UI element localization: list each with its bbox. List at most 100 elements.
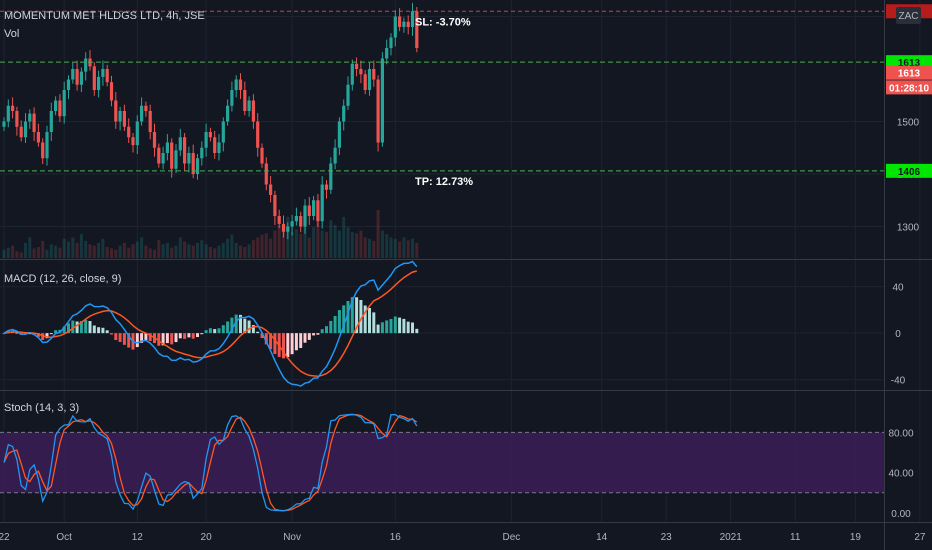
candle-body (320, 184, 324, 222)
volume-bar (118, 245, 122, 258)
candle-body (372, 69, 376, 80)
candle-body (15, 111, 19, 127)
macd-histogram-bar (122, 333, 126, 345)
volume-bar (303, 223, 307, 258)
candle-body (406, 21, 410, 27)
price-tag-bg (886, 65, 932, 80)
volume-bar (230, 234, 234, 258)
macd-histogram-bar (208, 328, 212, 334)
macd-histogram-bar (368, 307, 371, 334)
candle-body (243, 90, 247, 111)
volume-bar (376, 210, 380, 258)
volume-bar (24, 242, 27, 258)
volume-bar (312, 227, 316, 258)
macd-histogram-bar (380, 322, 384, 334)
macd-tick-label: 40 (892, 283, 904, 294)
volume-bar (84, 240, 88, 258)
candle-body (165, 142, 169, 153)
macd-histogram-bar (312, 333, 316, 336)
candle-body (208, 132, 212, 138)
volume-bar (325, 231, 328, 258)
candle-body (75, 69, 79, 85)
macd-histogram-bar (247, 320, 251, 334)
candle-body (230, 90, 234, 106)
candle-body (367, 69, 372, 90)
currency-badge-bg[interactable] (896, 7, 921, 24)
macd-histogram-bar (307, 333, 311, 340)
volume-bar (316, 222, 320, 258)
volume-bar (183, 241, 187, 258)
volume-bar (299, 234, 303, 258)
volume-bar (140, 237, 144, 258)
main-pane-title: MOMENTUM MET HLDGS LTD, 4h, JSE (4, 10, 205, 22)
candle-body (333, 147, 337, 164)
candle-body (135, 121, 139, 146)
candle-body (36, 132, 40, 143)
macd-pane[interactable] (2, 260, 419, 387)
candle-body (54, 100, 58, 111)
macd-histogram-bar (363, 305, 367, 334)
candle-body (200, 147, 204, 159)
volume-bar (41, 240, 45, 258)
macd-histogram-bar (411, 322, 414, 334)
candle-body (350, 63, 354, 85)
candle-body (101, 69, 105, 77)
candle-body (148, 111, 152, 132)
candle-body (32, 113, 36, 132)
candle-body (140, 105, 144, 122)
stoch-pane[interactable] (0, 413, 884, 512)
macd-histogram-bar (402, 318, 406, 334)
macd-histogram-bar (398, 317, 402, 334)
price-tag-bg (886, 163, 932, 178)
macd-histogram-bar (290, 333, 294, 355)
macd-histogram-bar (264, 333, 268, 345)
macd-histogram-bar (135, 333, 139, 348)
macd-signal-line (3, 270, 417, 378)
currency-badge[interactable]: ZAC (899, 11, 919, 22)
x-tick-label: 2021 (720, 532, 743, 543)
macd-histogram-bar (62, 326, 66, 334)
price-tag: 1613 (898, 58, 921, 69)
candle-body (92, 66, 96, 90)
volume-bar (135, 241, 139, 258)
macd-histogram-bar (15, 332, 19, 334)
macd-histogram-bar (325, 326, 328, 334)
macd-histogram-bar (294, 333, 298, 351)
volume-bar (239, 245, 242, 258)
candlesticks[interactable] (2, 2, 419, 240)
candle-body (260, 147, 264, 164)
macd-histogram-bar (286, 333, 290, 358)
volume-bar (260, 234, 264, 258)
candle-body (312, 200, 316, 216)
stoch-k-line (3, 413, 418, 512)
take-profit-label: TP: 12.73% (415, 176, 473, 188)
macd-histogram-bar (299, 333, 303, 348)
candle-body (62, 90, 66, 117)
macd-histogram-bar (251, 325, 255, 334)
x-tick-label: 23 (661, 532, 673, 543)
candle-body (127, 126, 131, 138)
candle-body (355, 63, 359, 69)
volume-bar (243, 247, 247, 258)
volume-bar (97, 242, 101, 258)
volume-bar (337, 230, 341, 258)
macd-histogram-bar (316, 333, 320, 335)
candle-body (221, 121, 225, 143)
volume-bar (363, 237, 367, 258)
volume-bar (131, 244, 135, 258)
volume-bar (127, 247, 131, 258)
macd-histogram-bar (79, 321, 83, 334)
macd-histogram-bar (320, 329, 324, 334)
candle-body (299, 216, 303, 227)
candle-body (398, 16, 402, 27)
candle-body (122, 111, 126, 127)
volume-bar (342, 216, 346, 258)
x-tick-label: 12 (132, 532, 144, 543)
candle-body (251, 100, 255, 122)
candle-body (290, 221, 294, 227)
macd-histogram-bar (157, 333, 161, 346)
volume-bar (368, 238, 371, 258)
candle-body (11, 105, 15, 111)
volume-bar (385, 234, 389, 258)
